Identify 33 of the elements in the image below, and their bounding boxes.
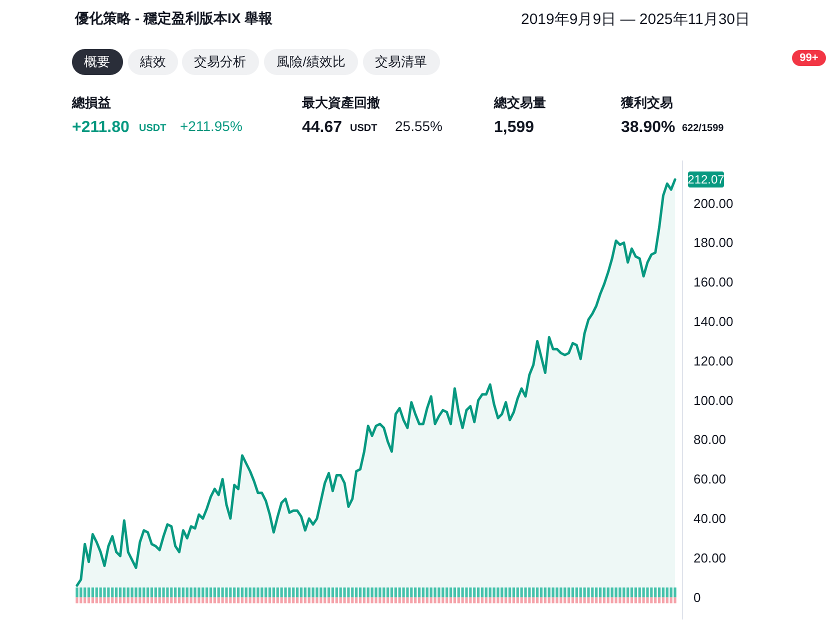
- text: 風險/績效比: [276, 54, 346, 69]
- text: 最大資產回撤: [301, 95, 380, 110]
- text: USDT: [139, 123, 166, 134]
- y-tick-label: 140.00: [694, 314, 734, 330]
- y-tick-label: 40.00: [694, 511, 726, 526]
- text: 25.55%: [395, 118, 442, 134]
- text: 總交易量: [493, 95, 546, 110]
- y-tick-label: 200.00: [694, 196, 734, 211]
- y-tick-label: 180.00: [694, 235, 734, 250]
- chart-subtitle: 2019年9月9日 — 2025年11月30日: [521, 11, 750, 28]
- text: 交易清單: [375, 54, 427, 69]
- text: 99+: [800, 52, 818, 64]
- chart-title: 優化策略 - 穩定盈利版本IX 舉報: [74, 10, 274, 26]
- y-tick-label: 0: [694, 590, 701, 605]
- text: 1,599: [494, 119, 534, 136]
- text: 概要: [84, 54, 110, 69]
- text: 38.90%: [621, 119, 676, 136]
- text: 總損益: [71, 95, 111, 110]
- y-tick-label: 160.00: [694, 274, 734, 290]
- text: 交易分析: [194, 54, 246, 69]
- text: USDT: [350, 123, 378, 134]
- text: 622/1599: [682, 123, 724, 134]
- text: +211.95%: [180, 118, 242, 134]
- y-tick-label: 80.00: [694, 432, 726, 448]
- text: +211.80: [72, 119, 130, 136]
- text: 44.67: [302, 119, 342, 136]
- y-tick-label: 120.00: [694, 353, 734, 368]
- data-label: 212.07: [688, 172, 725, 187]
- text: 績效: [139, 54, 166, 69]
- y-tick-label: 100.00: [694, 392, 734, 408]
- text: 獲利交易: [620, 95, 673, 110]
- y-tick-label: 60.00: [694, 472, 726, 487]
- y-tick-label: 20.00: [694, 550, 726, 566]
